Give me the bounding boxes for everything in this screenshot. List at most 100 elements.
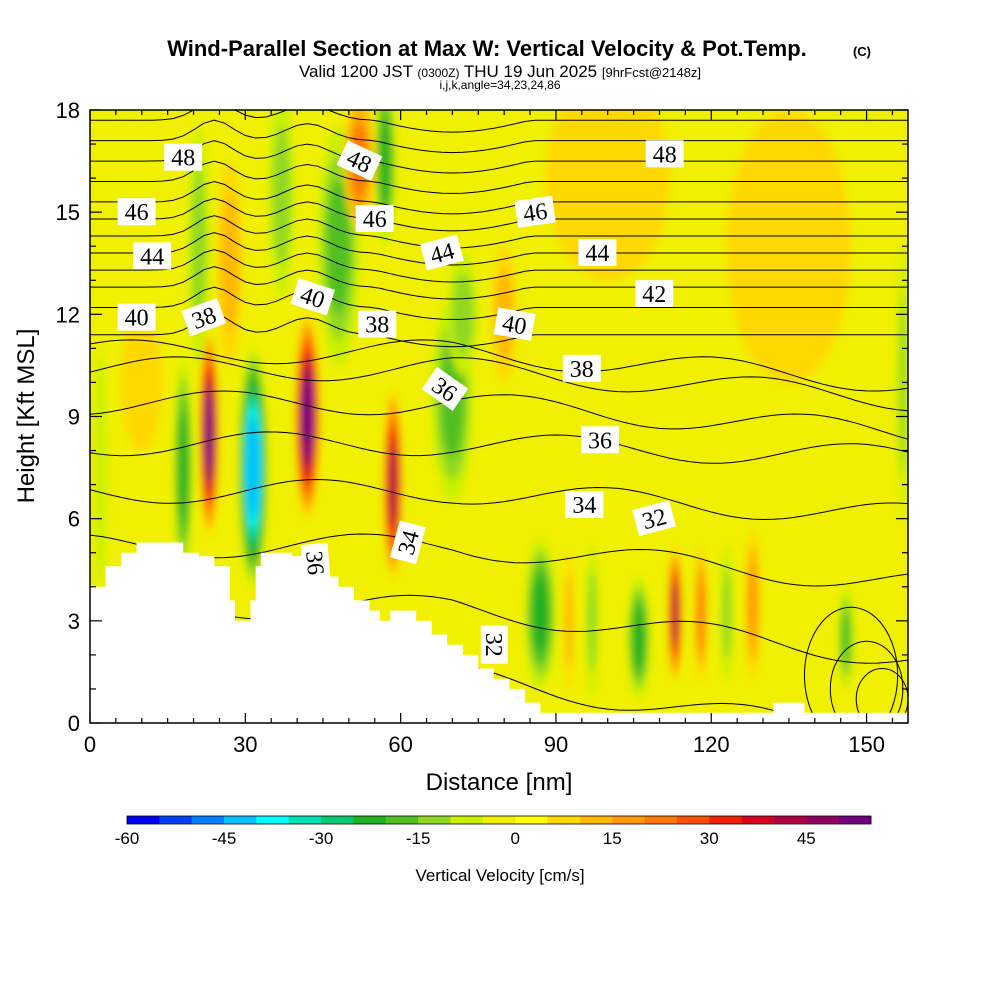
- contour-label-text: 36: [300, 550, 328, 576]
- contour-label: 36: [581, 426, 619, 454]
- isentrope-line: [90, 197, 908, 232]
- contour-label-text: 46: [125, 200, 149, 226]
- w-cell-level: [302, 374, 313, 459]
- subtitle-valid: Valid 1200 JST (0300Z) THU 19 Jun 2025 […: [299, 62, 701, 81]
- contour-label: 42: [635, 279, 674, 308]
- colorbar-swatch: [547, 816, 581, 824]
- colorbar-swatch: [321, 816, 354, 824]
- contour-label-text: 40: [125, 306, 149, 332]
- terrain-mask: [90, 542, 908, 723]
- isentrope-line: [90, 249, 908, 283]
- x-tick-label: 60: [388, 732, 412, 757]
- w-cell-level: [722, 568, 731, 660]
- contour-label-text: 42: [642, 282, 666, 308]
- contour-label: 46: [355, 205, 394, 233]
- contour-label-box: [635, 279, 674, 307]
- isentrope-line: [90, 160, 908, 194]
- w-cell: [173, 358, 193, 577]
- colorbar-swatch: [773, 816, 807, 824]
- w-cell-level: [326, 178, 351, 314]
- colorbar-swatch: [191, 816, 225, 824]
- contour-label-box: [355, 205, 394, 232]
- w-cell: [694, 545, 708, 683]
- contour-label-box: [632, 500, 677, 537]
- colorbar-swatch: [353, 816, 387, 824]
- title-copyright-mark: (C): [853, 44, 871, 59]
- colorbar: -60 -45 -30 -15 0 15 30 45: [115, 815, 872, 848]
- chart-title: Wind-Parallel Section at Max W: Vertical…: [167, 36, 807, 61]
- contour-label-text: 40: [500, 311, 528, 341]
- w-cell: [383, 389, 403, 580]
- x-tick-label: 120: [693, 732, 730, 757]
- colorbar-swatch: [806, 816, 839, 824]
- w-cell-level: [379, 117, 391, 205]
- colorbar-tick-label: 0: [510, 829, 519, 848]
- colorbar-swatch: [224, 816, 257, 824]
- colorbar-swatch: [256, 816, 290, 824]
- w-cell: [524, 539, 556, 689]
- contour-label-box: [420, 234, 464, 271]
- w-cell-level: [748, 561, 758, 647]
- contour-label-box: [578, 239, 617, 266]
- w-cell: [563, 552, 575, 689]
- y-tick-label: 18: [56, 98, 80, 123]
- w-cell: [268, 110, 295, 298]
- contour-label: 44: [420, 234, 464, 271]
- contour-label-box: [117, 198, 156, 226]
- isentrope-line: [90, 215, 908, 249]
- w-cell-level: [388, 443, 397, 526]
- w-cell-level: [246, 416, 260, 519]
- isentrope-line: [90, 119, 908, 154]
- isentrope-line: [803, 606, 899, 723]
- contour-label-box: [581, 426, 619, 454]
- colorbar-swatch: [515, 816, 548, 824]
- x-tick-label: 30: [233, 732, 257, 757]
- colorbar-tick-label: 45: [797, 829, 816, 848]
- contour-label-text: 32: [480, 633, 506, 657]
- w-cell: [216, 161, 243, 366]
- contour-label-text: 34: [572, 493, 596, 519]
- colorbar-swatch: [644, 816, 678, 824]
- y-axis-title: Height [Kft MSL]: [13, 329, 40, 504]
- w-cell: [295, 314, 320, 519]
- contour-label-text: 48: [171, 146, 195, 172]
- contour-label: 48: [164, 143, 203, 172]
- colorbar-swatch: [418, 816, 451, 824]
- contour-label-text: 38: [570, 357, 594, 383]
- contour-label-text: 46: [363, 207, 387, 233]
- contour-label-text: 36: [588, 428, 612, 454]
- w-cell: [627, 576, 651, 700]
- colorbar-frame: [126, 815, 872, 825]
- contour-label-box: [493, 307, 536, 341]
- w-cell-level: [205, 391, 213, 476]
- contour-label-box: [300, 542, 331, 583]
- colorbar-swatch: [612, 816, 645, 824]
- colorbar-tick-label: -45: [212, 829, 237, 848]
- contour-label-box: [389, 520, 426, 565]
- subtitle-indices: i,j,k,angle=34,23,24,86: [439, 78, 560, 92]
- w-cell-level: [272, 126, 291, 265]
- w-cell-level: [121, 314, 163, 451]
- x-tick-label: 90: [544, 732, 568, 757]
- contour-label-box: [164, 143, 203, 171]
- w-cell-level: [672, 584, 678, 644]
- x-axis: 0 30 60 90 120 150: [84, 110, 894, 757]
- isentrope-line: [90, 339, 908, 392]
- colorbar-swatch: [288, 816, 322, 824]
- contour-label: 34: [389, 520, 426, 565]
- contour-label: 38: [358, 310, 397, 339]
- y-tick-label: 15: [56, 200, 80, 225]
- w-cell-level: [726, 110, 852, 383]
- w-cell: [838, 586, 854, 689]
- contour-label: 36: [300, 542, 331, 583]
- w-cell: [726, 110, 852, 383]
- contour-label-box: [133, 242, 172, 270]
- contour-label-text: 38: [365, 313, 389, 339]
- w-cell: [668, 545, 682, 683]
- w-cell-level: [191, 165, 206, 327]
- isentrope-line: [90, 533, 908, 587]
- contour-label-text: 44: [585, 241, 609, 267]
- colorbar-swatch: [127, 816, 160, 824]
